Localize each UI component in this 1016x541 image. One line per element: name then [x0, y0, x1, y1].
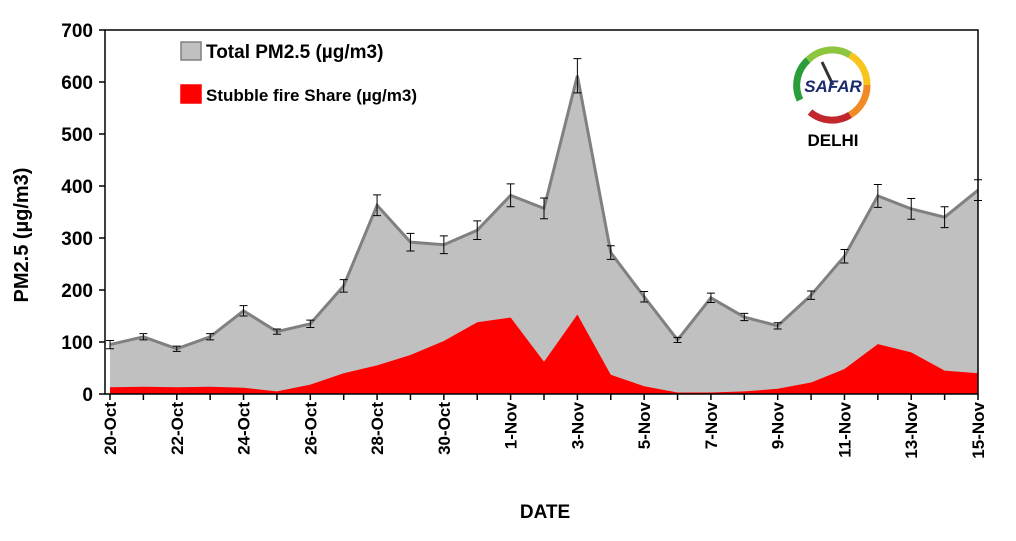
x-tick-label: 15-Nov: [969, 401, 988, 458]
logo-arc: [793, 57, 811, 102]
error-bar: [940, 206, 949, 229]
x-tick-label: 9-Nov: [769, 401, 788, 449]
y-tick-label: 400: [61, 177, 93, 198]
error-bar: [473, 220, 482, 241]
logo-text: SAFAR: [804, 77, 862, 96]
location-label: DELHI: [808, 131, 859, 150]
y-tick-label: 300: [61, 229, 93, 250]
error-bar: [907, 197, 916, 220]
logo-needle: [820, 61, 835, 86]
legend-label: Total PM2.5 (µg/m3): [206, 42, 383, 63]
x-tick-label: 24-Oct: [235, 402, 254, 455]
error-bar: [540, 197, 548, 220]
error-bar: [606, 245, 615, 260]
error-bar: [239, 305, 248, 317]
error-bar: [573, 58, 582, 94]
x-tick-label: 26-Oct: [301, 402, 320, 455]
x-axis-title: DATE: [520, 502, 570, 523]
y-tick-label: 100: [61, 333, 93, 354]
area: [110, 314, 978, 394]
error-bar: [840, 248, 849, 264]
y-tick-label: 600: [61, 73, 93, 94]
x-tick-label: 11-Nov: [835, 401, 854, 457]
x-tick-label: 5-Nov: [635, 401, 654, 449]
legend-swatch: [180, 41, 202, 61]
error-bar: [873, 183, 882, 208]
logo-arc: [807, 109, 852, 124]
error-bar: [139, 333, 148, 341]
x-tick-label: 13-Nov: [902, 401, 921, 458]
x-tick-label: 22-Oct: [168, 402, 187, 455]
error-bar: [506, 183, 515, 208]
x-tick-label: 1-Nov: [502, 401, 521, 449]
error-bar: [172, 345, 181, 352]
y-tick-label: 0: [82, 385, 93, 406]
logo-arc: [848, 84, 871, 119]
error-bar: [706, 292, 715, 303]
error-bar: [807, 290, 816, 300]
legend-label: Stubble fire Share (µg/m3): [206, 86, 417, 105]
logo-arc: [805, 46, 852, 63]
error-bar: [339, 279, 348, 293]
error-bar: [740, 312, 749, 322]
error-bar: [773, 322, 782, 330]
logo: SAFAR: [793, 46, 871, 124]
x-tick-label: 3-Nov: [568, 401, 587, 449]
error-bar: [673, 336, 682, 344]
x-tick-label: 7-Nov: [702, 401, 721, 449]
error-bar: [206, 333, 215, 341]
x-tick-label: 30-Oct: [435, 402, 454, 455]
error-bar: [373, 194, 382, 217]
x-tick-label: 20-Oct: [101, 402, 120, 455]
error-bar: [439, 235, 448, 255]
legend-swatch: [180, 84, 202, 104]
error-bar: [640, 291, 649, 303]
error-bar: [306, 319, 315, 328]
logo-arc: [848, 51, 871, 86]
y-axis-title: PM2.5 (µg/m3): [11, 168, 33, 303]
y-tick-label: 500: [61, 125, 93, 146]
error-bar: [272, 328, 281, 335]
plot-frame: [104, 29, 979, 395]
error-bar: [406, 232, 415, 252]
y-tick-label: 700: [61, 21, 93, 42]
error-bar: [106, 339, 114, 350]
x-tick-label: 28-Oct: [368, 402, 387, 455]
area: [110, 75, 978, 394]
y-tick-label: 200: [61, 281, 93, 302]
